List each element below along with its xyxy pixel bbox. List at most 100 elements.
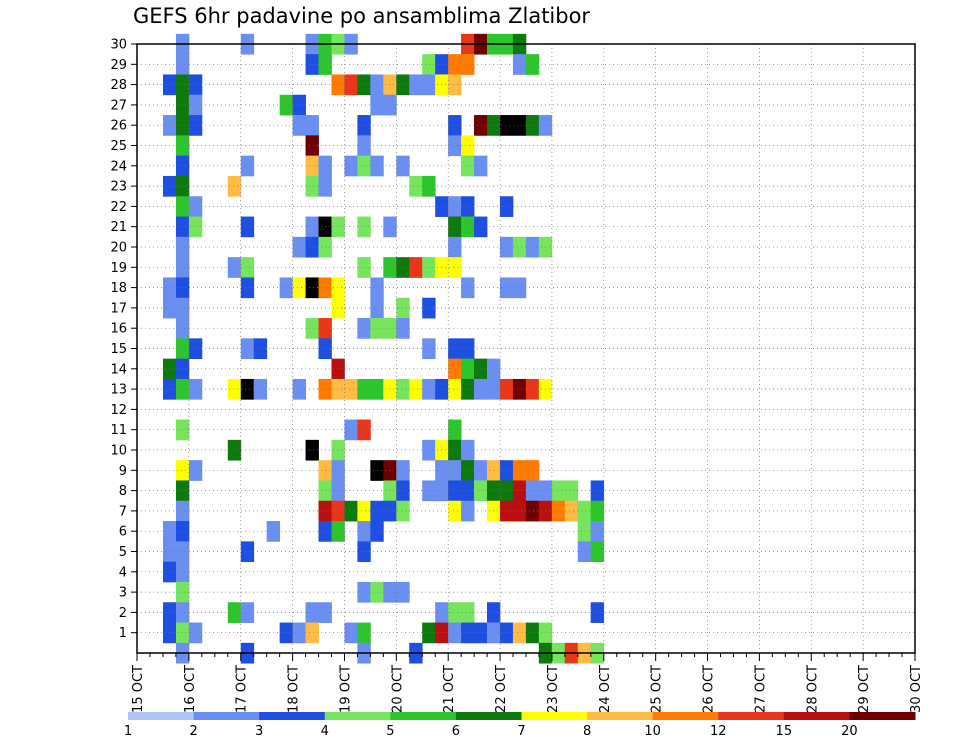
heatmap-cell: [188, 216, 203, 238]
heatmap-cell: [512, 236, 527, 258]
heatmap-cell: [305, 318, 319, 339]
legend-swatch: [390, 712, 457, 720]
heatmap-cell: [188, 94, 203, 116]
heatmap-cell: [499, 277, 514, 299]
heatmap-cell: [409, 175, 423, 197]
heatmap-cell: [461, 358, 475, 380]
heatmap-cell: [305, 439, 319, 461]
heatmap-cell: [499, 500, 514, 522]
x-tick-label: 30 OCT: [909, 665, 924, 713]
heatmap-cell: [240, 277, 255, 299]
heatmap-cell: [175, 257, 190, 278]
heatmap-cell: [474, 216, 488, 238]
y-tick-label: 1: [119, 626, 127, 641]
heatmap-cell: [461, 602, 475, 623]
heatmap-cell: [175, 196, 190, 217]
legend-swatch: [849, 712, 916, 720]
heatmap-cell: [292, 115, 306, 136]
heatmap-cell: [577, 541, 592, 563]
x-tick-label: 27 OCT: [753, 665, 768, 713]
legend-label: 5: [386, 724, 394, 739]
heatmap-cell: [240, 216, 255, 238]
heatmap-cell: [305, 155, 319, 177]
heatmap-cell: [175, 602, 190, 623]
heatmap-cell: [240, 155, 255, 177]
heatmap-cell: [474, 460, 488, 481]
heatmap-cell: [512, 54, 527, 75]
heatmap-cell: [305, 277, 319, 299]
heatmap-cell: [227, 602, 242, 623]
x-tick-label: 29 OCT: [857, 665, 872, 713]
heatmap-cell: [461, 54, 475, 75]
heatmap-cell: [227, 439, 242, 461]
heatmap-cell: [357, 500, 371, 522]
heatmap-cell: [344, 622, 358, 644]
legend-label: 12: [710, 724, 727, 739]
y-tick-label: 22: [110, 200, 127, 215]
x-tick-label: 15 OCT: [131, 665, 146, 713]
y-tick-label: 30: [110, 38, 127, 53]
heatmap-cell: [175, 541, 190, 563]
heatmap-cell: [331, 74, 345, 96]
heatmap-cell: [512, 277, 527, 299]
heatmap-cell: [357, 216, 371, 238]
heatmap-cell: [512, 622, 527, 644]
heatmap-cell: [448, 500, 462, 522]
heatmap-cell: [461, 155, 475, 177]
heatmap-cell: [448, 115, 462, 136]
heatmap-cell: [357, 541, 371, 563]
heatmap-cell: [422, 480, 436, 502]
heatmap-cell: [175, 216, 190, 238]
y-tick-label: 3: [119, 586, 127, 601]
heatmap-cell: [525, 480, 540, 502]
heatmap-cell: [396, 378, 410, 400]
heatmap-cell: [240, 602, 255, 623]
x-tick-label: 18 OCT: [287, 665, 302, 713]
heatmap-cell: [499, 480, 514, 502]
heatmap-cell: [461, 196, 475, 217]
heatmap-cell: [422, 74, 436, 96]
legend-label: 2: [189, 724, 197, 739]
heatmap-cell: [551, 480, 566, 502]
y-tick-label: 10: [110, 444, 127, 459]
heatmap-cell: [357, 581, 371, 603]
heatmap-cell: [357, 318, 371, 339]
heatmap-cell: [422, 378, 436, 400]
heatmap-cell: [175, 378, 190, 400]
heatmap-cell: [344, 500, 358, 522]
heatmap-cell: [305, 236, 319, 258]
heatmap-cell: [396, 297, 410, 319]
heatmap-cell: [188, 378, 203, 400]
heatmap-cell: [551, 500, 566, 522]
heatmap-cell: [305, 175, 319, 197]
heatmap-cell: [512, 500, 527, 522]
heatmap-cell: [396, 480, 410, 502]
heatmap-cell: [253, 338, 268, 360]
heatmap-cell: [448, 378, 462, 400]
heatmap-cell: [409, 378, 423, 400]
heatmap-cell: [305, 115, 319, 136]
heatmap-cell: [512, 115, 527, 136]
heatmap-cell: [474, 378, 488, 400]
legend-swatch: [193, 712, 260, 720]
heatmap-cell: [357, 155, 371, 177]
heatmap-cell: [331, 378, 345, 400]
heatmap-cell: [331, 500, 345, 522]
heatmap-cell: [175, 74, 190, 96]
heatmap-cell: [422, 338, 436, 360]
heatmap-cell: [240, 338, 255, 360]
heatmap-cell: [175, 54, 190, 75]
y-tick-label: 11: [110, 423, 127, 438]
heatmap-cell: [461, 216, 475, 238]
heatmap-cell: [175, 338, 190, 360]
y-tick-label: 24: [110, 159, 127, 174]
y-tick-label: 25: [110, 139, 127, 154]
heatmap-cell: [448, 54, 462, 75]
legend-label: 10: [644, 724, 661, 739]
legend-label: 6: [452, 724, 460, 739]
y-tick-label: 6: [119, 525, 127, 540]
heatmap-cell: [396, 318, 410, 339]
y-tick-label: 7: [119, 504, 127, 519]
x-tick-label: 19 OCT: [338, 665, 353, 713]
